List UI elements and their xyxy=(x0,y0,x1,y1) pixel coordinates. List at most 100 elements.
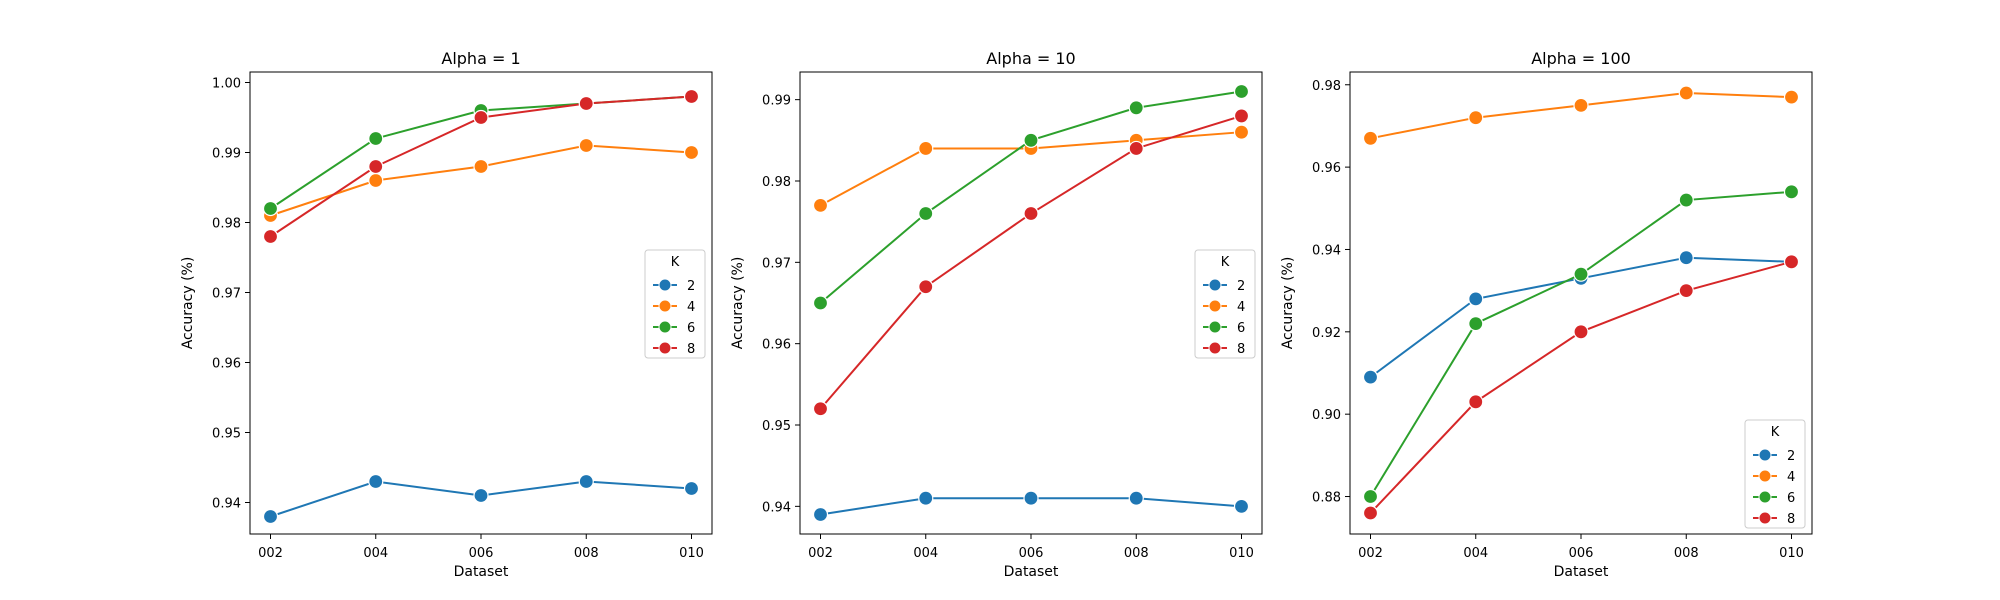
x-tick-label: 006 xyxy=(1569,546,1594,561)
legend: K2 4 6 8 xyxy=(1194,249,1256,359)
data-point xyxy=(1023,205,1039,222)
x-tick-label: 010 xyxy=(1779,546,1804,561)
x-tick-label: 008 xyxy=(1674,546,1699,561)
y-tick-label: 0.90 xyxy=(1312,408,1341,423)
legend-label: 4 xyxy=(1787,470,1795,485)
chart-panel-1: Alpha = 1 002 004 006 008 010 0.94 0.95 0.96 0.97… xyxy=(180,49,713,580)
data-point xyxy=(1233,83,1250,100)
legend-label: 2 xyxy=(1787,449,1795,464)
x-tick-label: 004 xyxy=(363,546,388,561)
x-tick-label: 002 xyxy=(258,546,283,561)
x-tick-label: 002 xyxy=(1358,546,1383,561)
data-point xyxy=(812,197,829,213)
legend-title: K xyxy=(671,255,680,270)
series-k-8 xyxy=(812,108,1250,417)
legend-title: K xyxy=(1771,425,1780,440)
series-k-2 xyxy=(812,490,1250,523)
data-point xyxy=(262,200,279,217)
data-point xyxy=(812,506,829,523)
x-tick-label: 010 xyxy=(1229,546,1254,561)
data-point xyxy=(1678,85,1694,101)
legend-label: 8 xyxy=(1237,342,1245,357)
data-point xyxy=(1783,254,1800,270)
data-point xyxy=(683,144,700,161)
x-tick-label: 006 xyxy=(1019,546,1044,561)
legend-marker xyxy=(658,320,672,334)
data-point xyxy=(812,401,829,417)
data-point xyxy=(1573,324,1589,340)
data-point xyxy=(1573,266,1589,282)
y-tick-label: 0.92 xyxy=(1312,326,1341,341)
data-point xyxy=(1362,505,1379,521)
series-k-8 xyxy=(1362,254,1800,521)
data-point xyxy=(578,137,594,154)
series-k-6 xyxy=(1362,184,1800,505)
legend-label: 6 xyxy=(1787,491,1795,506)
series-k-8 xyxy=(262,88,700,245)
legend-marker xyxy=(1208,299,1222,313)
legend-label: 2 xyxy=(687,279,695,294)
data-point xyxy=(1678,250,1694,266)
x-tick-label: 008 xyxy=(1124,546,1149,561)
data-point xyxy=(1573,97,1589,113)
y-tick-label: 0.98 xyxy=(1312,79,1341,94)
data-point xyxy=(1468,394,1484,410)
x-tick-label: 004 xyxy=(913,546,938,561)
legend-label: 8 xyxy=(687,342,695,357)
data-point xyxy=(262,228,279,245)
x-axis-label: Dataset xyxy=(454,564,509,580)
y-tick-label: 0.97 xyxy=(762,256,791,271)
legend-label: 8 xyxy=(1787,512,1795,527)
legend-label: 6 xyxy=(687,321,695,336)
data-point xyxy=(1362,130,1379,146)
data-point xyxy=(1233,124,1250,140)
x-tick-label: 008 xyxy=(574,546,599,561)
y-tick-label: 0.99 xyxy=(212,147,241,162)
legend-label: 2 xyxy=(1237,279,1245,294)
data-point xyxy=(368,473,384,490)
y-tick-label: 0.88 xyxy=(1312,491,1341,506)
data-point xyxy=(1128,140,1144,157)
x-axis-label: Dataset xyxy=(1004,564,1059,580)
y-tick-label: 0.96 xyxy=(1312,161,1341,176)
data-point xyxy=(1128,100,1144,116)
legend-label: 6 xyxy=(1237,321,1245,336)
legend-marker xyxy=(1758,490,1772,504)
y-axis-label: Accuracy (%) xyxy=(1280,257,1296,350)
chart-title: Alpha = 1 xyxy=(441,49,520,68)
data-point xyxy=(1362,369,1379,385)
data-point xyxy=(1783,89,1800,105)
series-k-4 xyxy=(1362,85,1800,146)
x-tick-label: 006 xyxy=(469,546,494,561)
data-point xyxy=(918,490,934,506)
data-point xyxy=(1128,490,1144,506)
x-tick-label: 002 xyxy=(808,546,833,561)
x-axis-label: Dataset xyxy=(1554,564,1609,580)
legend-marker xyxy=(1758,469,1772,483)
y-tick-label: 0.99 xyxy=(762,94,791,109)
y-tick-label: 0.98 xyxy=(212,217,241,232)
chart-panel-2: Alpha = 10 002 004 006 008 010 0.94 0.95 0.96 0.9… xyxy=(730,49,1263,580)
data-point xyxy=(918,205,934,222)
legend-title: K xyxy=(1221,255,1230,270)
legend-label: 4 xyxy=(687,300,695,315)
legend-marker xyxy=(1208,320,1222,334)
data-point xyxy=(812,295,829,311)
legend-marker xyxy=(658,299,672,313)
data-point xyxy=(1678,283,1694,299)
data-point xyxy=(1023,132,1039,148)
data-point xyxy=(1468,315,1484,332)
y-axis-label: Accuracy (%) xyxy=(730,257,746,350)
data-point xyxy=(683,88,700,105)
data-point xyxy=(1233,498,1250,514)
data-point xyxy=(1783,184,1800,200)
y-tick-label: 0.94 xyxy=(212,497,241,512)
data-point xyxy=(578,473,594,490)
data-point xyxy=(1678,192,1694,208)
series-k-2 xyxy=(262,473,700,525)
data-point xyxy=(473,109,489,126)
legend-marker xyxy=(1758,448,1772,462)
y-tick-label: 0.94 xyxy=(1312,243,1341,258)
